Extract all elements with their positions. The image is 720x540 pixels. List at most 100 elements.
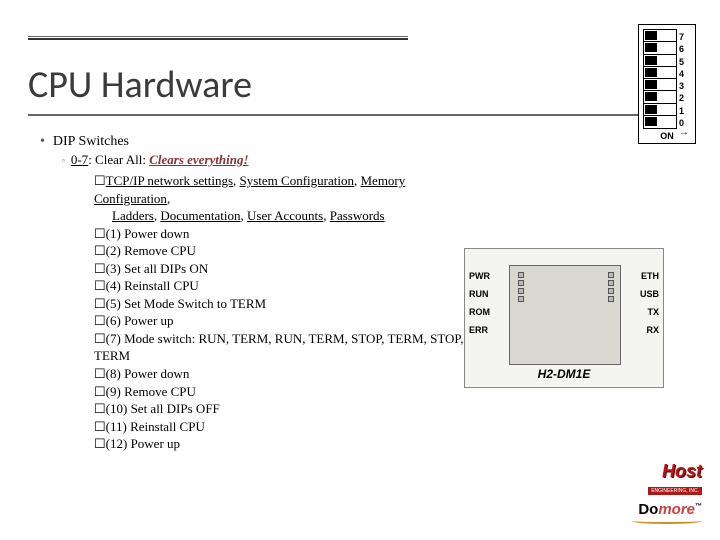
step-line: ☐(10) Set all DIPs OFF [94,400,474,418]
cpu-label-left: ROM [469,307,490,317]
bullet-dot-icon: • [40,134,45,150]
bullet-level-1: • DIP Switches [40,134,680,150]
led-icon [566,288,614,295]
dip-row [644,104,676,116]
dip-knob-icon [645,43,657,52]
dip-knob-icon [645,92,657,101]
dip-num: 2 [679,92,684,104]
dip-row [644,79,676,91]
led-icon [518,280,566,287]
dip-num: 1 [679,105,684,117]
step-text: (4) Reinstall CPU [106,278,199,293]
reset-item: User Accounts [247,208,323,223]
dip-row [644,30,676,42]
reset-item: Documentation [160,208,240,223]
bullet-2-mid: : Clear All: [88,152,149,167]
step-line: ☐(11) Reinstall CPU [94,418,474,436]
dip-row [644,116,676,128]
checkbox-icon: ☐ [94,401,106,416]
reset-item: System Configuration [240,173,354,188]
checkbox-icon: ☐ [94,226,106,241]
led-icon [518,288,566,295]
bullet-1-text: DIP Switches [53,134,129,150]
step-text: (3) Set all DIPs ON [106,261,209,276]
domore-logo: Domore™ [572,501,702,518]
dip-knob-icon [645,80,657,89]
reset-items-line-2: Ladders, Documentation, User Accounts, P… [94,207,474,225]
checkbox-icon: ☐ [94,313,106,328]
led-icon [566,272,614,279]
checkbox-icon: ☐ [94,331,106,346]
step-list: ☐TCP/IP network settings, System Configu… [94,172,474,453]
bullet-level-2: ▫ 0-7: Clear All: Clears everything! [62,152,680,170]
checkbox-icon: ☐ [94,261,106,276]
cpu-model-label: H2-DM1E [465,367,663,381]
cpu-label-right: ETH [641,271,659,281]
step-line: ☐(7) Mode switch: RUN, TERM, RUN, TERM, … [94,330,474,365]
step-text: (12) Power up [106,436,180,451]
dip-on-label: ON→ [639,131,695,141]
dip-row [644,91,676,103]
checkbox-icon: ☐ [94,296,106,311]
dip-knob-icon [645,68,657,77]
logo-area: Host ENGINEERING, INC. Domore™ [572,463,702,524]
step-line: ☐(6) Power up [94,312,474,330]
dip-row [644,55,676,67]
header-rule [28,36,408,40]
dip-num: 7 [679,31,684,43]
title-underline [28,114,692,116]
arrow-right-icon: → [679,127,689,138]
swoosh-icon [632,518,702,524]
clears-emphasis: Clears everything! [149,152,248,167]
cpu-led-grid [518,272,614,303]
step-line: ☐(5) Set Mode Switch to TERM [94,295,474,313]
dip-knob-icon [645,105,657,114]
led-icon [518,296,566,303]
reset-item: TCP/IP network settings [106,173,233,188]
host-engineering-logo: Host [572,463,702,479]
step-line: ☐(4) Reinstall CPU [94,277,474,295]
step-line: ☐(8) Power down [94,365,474,383]
checkbox-icon: ☐ [94,419,106,434]
cpu-label-right: RX [646,325,659,335]
step-line: ☐(1) Power down [94,225,474,243]
led-icon [566,280,614,287]
checkbox-icon: ☐ [94,173,106,188]
dip-knob-icon [645,117,657,126]
step-text: (5) Set Mode Switch to TERM [106,296,266,311]
cpu-label-left: ERR [469,325,488,335]
dip-num: 4 [679,68,684,80]
cpu-body [509,265,621,365]
dip-num: 6 [679,43,684,55]
checkbox-icon: ☐ [94,436,106,451]
dip-row [644,67,676,79]
cpu-label-right: TX [647,307,659,317]
slide: CPU Hardware • DIP Switches ▫ 0-7: Clear… [0,0,720,540]
dip-knob-icon [645,31,657,40]
step-line: ☐(12) Power up [94,435,474,453]
cpu-label-right: USB [640,289,659,299]
checkbox-icon: ☐ [94,366,106,381]
step-text: (1) Power down [106,226,190,241]
step-text: (6) Power up [106,313,174,328]
cpu-label-left: RUN [469,289,489,299]
step-text: (10) Set all DIPs OFF [106,401,220,416]
step-line: ☐(9) Remove CPU [94,383,474,401]
reset-items-line: ☐TCP/IP network settings, System Configu… [94,172,474,207]
led-icon [566,296,614,303]
bullet-2-text: 0-7: Clear All: Clears everything! [71,152,249,170]
step-text: (9) Remove CPU [106,384,196,399]
step-line: ☐(2) Remove CPU [94,242,474,260]
dip-row [644,42,676,54]
step-text: (2) Remove CPU [106,243,196,258]
led-icon [518,272,566,279]
dip-switch-diagram: 7 6 5 4 3 2 1 0 ON→ [638,24,696,144]
checkbox-icon: ☐ [94,384,106,399]
on-text: ON [660,131,674,141]
range-label: 0-7 [71,152,88,167]
reset-item: Passwords [330,208,385,223]
trademark-icon: ™ [695,503,702,510]
cpu-module-image: PWR RUN ROM ERR ETH USB TX RX H2-DM1E [464,248,664,388]
dip-num: 3 [679,80,684,92]
step-text: (11) Reinstall CPU [106,419,205,434]
